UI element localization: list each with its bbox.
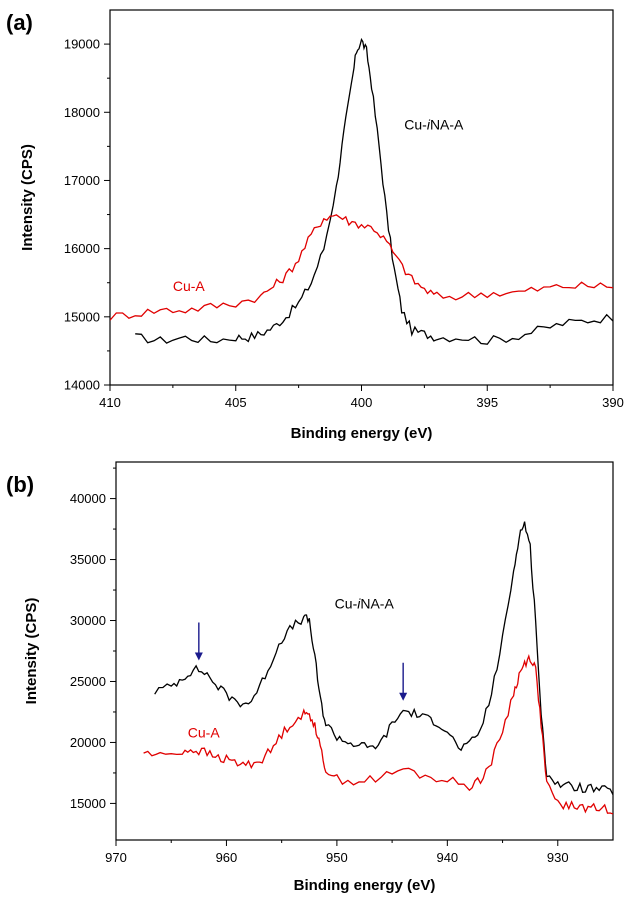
y-tick-label: 35000: [70, 552, 106, 567]
y-tick-label: 40000: [70, 491, 106, 506]
series-line-cu-a: [110, 214, 613, 321]
y-axis-title: Intensity (CPS): [19, 144, 36, 251]
series-annotation: Cu-A: [173, 278, 206, 294]
x-tick-label: 960: [216, 850, 238, 865]
arrow-head: [194, 652, 203, 661]
series-line-cu-ina-a: [135, 37, 613, 345]
y-tick-label: 19000: [64, 37, 100, 52]
y-tick-label: 20000: [70, 735, 106, 750]
y-tick-label: 15000: [70, 796, 106, 811]
y-tick-label: 18000: [64, 105, 100, 120]
series-line-cu-a: [143, 653, 613, 815]
x-tick-label: 395: [476, 395, 498, 410]
x-tick-label: 405: [225, 395, 247, 410]
series-annotation: Cu-iNA-A: [404, 116, 464, 132]
x-axis-title: Binding energy (eV): [291, 425, 433, 442]
y-tick-label: 30000: [70, 613, 106, 628]
plot-frame: [109, 9, 614, 386]
chart-panel-0: (a) 410 405 400 395 390 14000 15000 16000 17000 18…: [6, 9, 624, 442]
series-annotation: Cu-A: [188, 725, 221, 741]
y-tick-label: 14000: [64, 378, 100, 393]
y-tick-label: 15000: [64, 309, 100, 324]
x-tick-label: 930: [547, 850, 569, 865]
y-tick-label: 16000: [64, 241, 100, 256]
panel-label: (b): [6, 472, 34, 497]
plot-frame: [115, 461, 614, 841]
x-tick-label: 410: [99, 395, 121, 410]
panel-label: (a): [6, 10, 33, 35]
x-tick-label: 390: [602, 395, 624, 410]
x-axis-title: Binding energy (eV): [294, 877, 436, 894]
y-axis-title: Intensity (CPS): [23, 598, 40, 705]
y-tick-label: 17000: [64, 173, 100, 188]
y-tick-label: 25000: [70, 674, 106, 689]
chart-panel-1: (b) 970 960 950 940 930 15000 20000 25000 30000 35…: [6, 461, 614, 894]
x-tick-label: 970: [105, 850, 127, 865]
series-annotation: Cu-iNA-A: [335, 595, 395, 611]
x-tick-label: 940: [436, 850, 458, 865]
arrow-head: [399, 692, 408, 701]
x-tick-label: 950: [326, 850, 348, 865]
series-line-cu-ina-a: [154, 521, 613, 795]
x-tick-label: 400: [351, 395, 373, 410]
